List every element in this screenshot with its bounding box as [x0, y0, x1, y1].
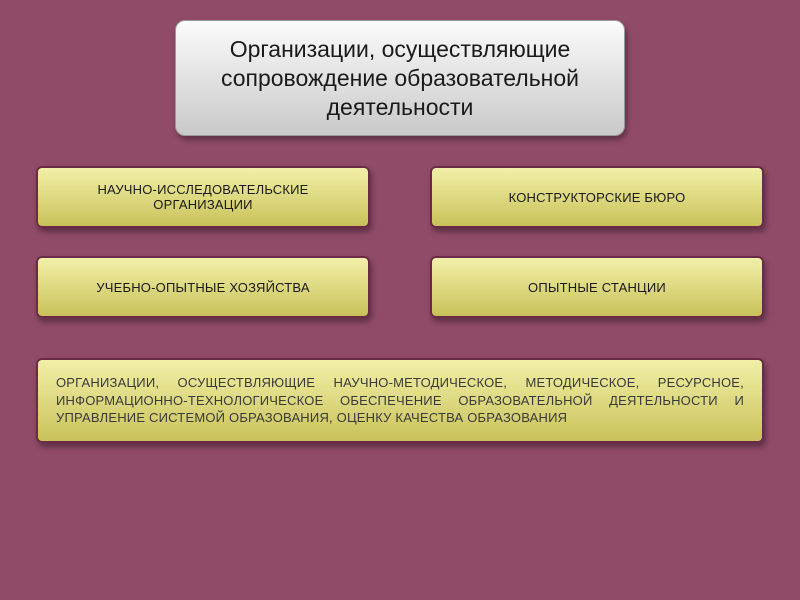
bottom-box: ОРГАНИЗАЦИИ, ОСУЩЕСТВЛЯЮЩИЕ НАУЧНО-МЕТОД… [36, 358, 764, 443]
title-text: Организации, осуществляющие сопровождени… [200, 35, 600, 121]
item-box-1: НАУЧНО-ИССЛЕДОВАТЕЛЬСКИЕ ОРГАНИЗАЦИИ [36, 166, 370, 228]
slide-stage: Организации, осуществляющие сопровождени… [0, 0, 800, 600]
items-grid: НАУЧНО-ИССЛЕДОВАТЕЛЬСКИЕ ОРГАНИЗАЦИИ КОН… [36, 166, 764, 318]
bottom-text: ОРГАНИЗАЦИИ, ОСУЩЕСТВЛЯЮЩИЕ НАУЧНО-МЕТОД… [56, 375, 744, 425]
item-label: ОПЫТНЫЕ СТАНЦИИ [528, 280, 666, 295]
item-box-3: УЧЕБНО-ОПЫТНЫЕ ХОЗЯЙСТВА [36, 256, 370, 318]
title-box: Организации, осуществляющие сопровождени… [175, 20, 625, 136]
item-label: НАУЧНО-ИССЛЕДОВАТЕЛЬСКИЕ ОРГАНИЗАЦИИ [50, 182, 356, 212]
item-box-2: КОНСТРУКТОРСКИЕ БЮРО [430, 166, 764, 228]
item-label: КОНСТРУКТОРСКИЕ БЮРО [509, 190, 686, 205]
item-label: УЧЕБНО-ОПЫТНЫЕ ХОЗЯЙСТВА [96, 280, 309, 295]
item-box-4: ОПЫТНЫЕ СТАНЦИИ [430, 256, 764, 318]
